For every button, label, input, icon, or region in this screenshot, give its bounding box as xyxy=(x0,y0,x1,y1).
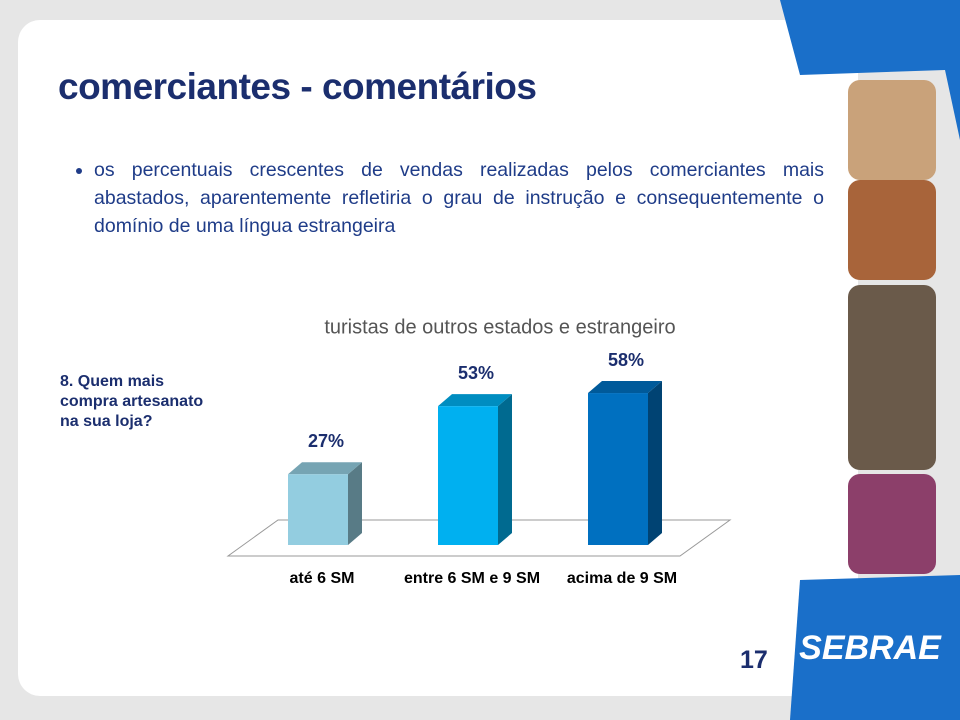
x-tick-label: até 6 SM xyxy=(290,570,355,587)
bar-side xyxy=(498,394,512,545)
bar xyxy=(438,406,498,545)
blue-corner xyxy=(790,575,960,720)
photo xyxy=(848,474,936,574)
bar xyxy=(288,474,348,545)
chart-title: turistas de outros estados e estrangeiro xyxy=(324,316,675,338)
value-label: 53% xyxy=(458,363,494,383)
photo xyxy=(848,80,936,180)
value-label: 58% xyxy=(608,350,644,370)
bullet: os percentuais crescentes de vendas real… xyxy=(94,156,824,240)
bar-top xyxy=(288,462,362,475)
bar-top xyxy=(588,381,662,394)
photo xyxy=(848,180,936,280)
question: 8. Quem mais compra artesanato na sua lo… xyxy=(60,373,204,430)
x-tick-label: acima de 9 SM xyxy=(567,570,677,587)
bar-side xyxy=(648,381,662,545)
bar-side xyxy=(348,462,362,545)
blue-band xyxy=(780,0,960,140)
logo: SEBRAE xyxy=(799,629,942,667)
value-label: 27% xyxy=(308,431,344,451)
page-number: 17 xyxy=(740,646,768,674)
title: comerciantes - comentários xyxy=(58,66,537,107)
panel xyxy=(18,20,858,696)
bullet-list: os percentuais crescentes de vendas real… xyxy=(58,156,824,240)
photo xyxy=(848,285,936,470)
bar xyxy=(588,393,648,545)
x-tick-label: entre 6 SM e 9 SM xyxy=(404,570,540,587)
bar-top xyxy=(438,394,512,407)
